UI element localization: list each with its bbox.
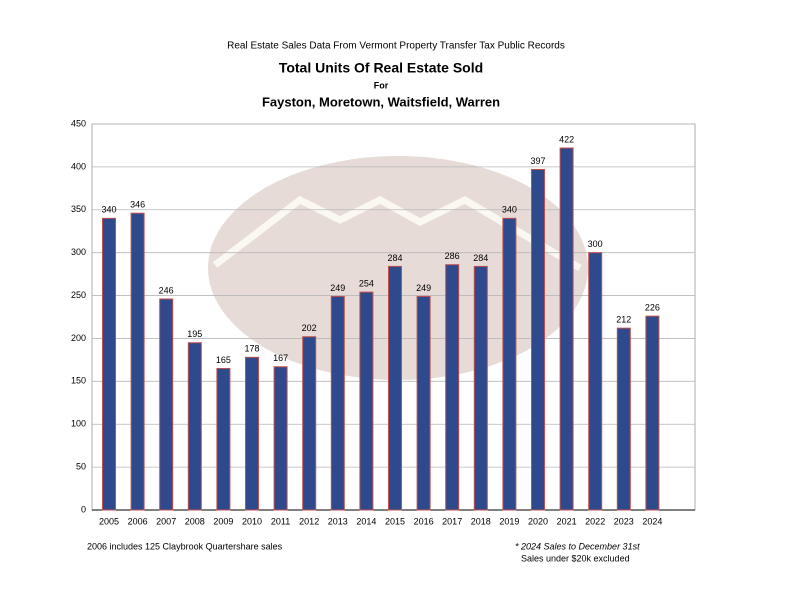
note: Sales under $20k excluded (521, 553, 630, 563)
note: * 2024 Sales to December 31st (515, 541, 640, 551)
x-tick-label: 2020 (528, 516, 548, 526)
y-tick-label: 0 (81, 504, 86, 514)
bar (588, 252, 603, 511)
x-tick-label: 2014 (356, 516, 376, 526)
y-tick-label: 100 (71, 419, 86, 429)
x-tick-label: 2024 (642, 516, 662, 526)
x-tick-label: 2018 (471, 516, 491, 526)
bar (159, 298, 174, 511)
value-label: 422 (559, 134, 574, 144)
value-label: 202 (302, 323, 317, 333)
bar (245, 356, 259, 511)
bar (645, 315, 660, 511)
bar (359, 291, 374, 511)
bar (616, 327, 631, 511)
value-label: 165 (216, 355, 231, 365)
value-label: 284 (387, 253, 402, 263)
x-tick-label: 2006 (128, 516, 148, 526)
y-tick-label: 250 (71, 290, 86, 300)
x-tick-label: 2016 (414, 516, 434, 526)
value-label: 340 (502, 205, 517, 215)
y-tick-label: 50 (76, 461, 86, 471)
bar (559, 147, 574, 511)
bar (473, 265, 488, 511)
bar (531, 168, 545, 511)
value-label: 178 (244, 344, 259, 354)
bar (445, 264, 460, 511)
y-tick-label: 300 (71, 247, 86, 257)
value-label: 226 (645, 303, 660, 313)
x-tick-label: 2023 (614, 516, 634, 526)
x-tick-label: 2009 (213, 516, 233, 526)
bar (102, 217, 116, 511)
value-label: 249 (330, 283, 345, 293)
bar (502, 217, 517, 511)
value-label: 340 (101, 205, 116, 215)
y-tick-label: 400 (71, 161, 86, 171)
value-label: 300 (588, 239, 603, 249)
subtitle: Fayston, Moretown, Waitsfield, Warren (262, 94, 500, 109)
x-tick-label: 2012 (299, 516, 319, 526)
subtitle-for: For (374, 80, 389, 90)
x-tick-label: 2007 (156, 516, 176, 526)
x-tick-label: 2010 (242, 516, 262, 526)
value-label: 167 (273, 353, 288, 363)
x-tick-label: 2021 (557, 516, 577, 526)
chart-title: Total Units Of Real Estate Sold (279, 60, 483, 76)
x-tick-label: 2013 (328, 516, 348, 526)
bar (388, 265, 402, 511)
bar (330, 295, 345, 511)
x-tick-label: 2017 (442, 516, 462, 526)
value-label: 397 (530, 156, 545, 166)
value-label: 246 (159, 285, 174, 295)
value-label: 286 (445, 251, 460, 261)
bar (302, 336, 317, 511)
bar (130, 212, 145, 511)
x-tick-label: 2022 (585, 516, 605, 526)
value-label: 249 (416, 283, 431, 293)
y-tick-label: 150 (71, 376, 86, 386)
note: 2006 includes 125 Claybrook Quartershare… (87, 541, 283, 551)
x-tick-label: 2008 (185, 516, 205, 526)
y-tick-label: 450 (71, 118, 86, 128)
value-label: 254 (359, 278, 374, 288)
value-label: 284 (473, 253, 488, 263)
value-label: 195 (187, 329, 202, 339)
x-tick-label: 2005 (99, 516, 119, 526)
bar (416, 295, 431, 511)
bar (216, 367, 231, 511)
y-tick-label: 350 (71, 204, 86, 214)
supertitle: Real Estate Sales Data From Vermont Prop… (227, 41, 565, 52)
x-tick-label: 2015 (385, 516, 405, 526)
value-label: 212 (616, 315, 631, 325)
value-label: 346 (130, 200, 145, 210)
x-tick-label: 2019 (499, 516, 519, 526)
x-tick-label: 2011 (271, 516, 290, 526)
bar (187, 342, 202, 511)
bar (273, 366, 288, 511)
y-tick-label: 200 (71, 333, 86, 343)
